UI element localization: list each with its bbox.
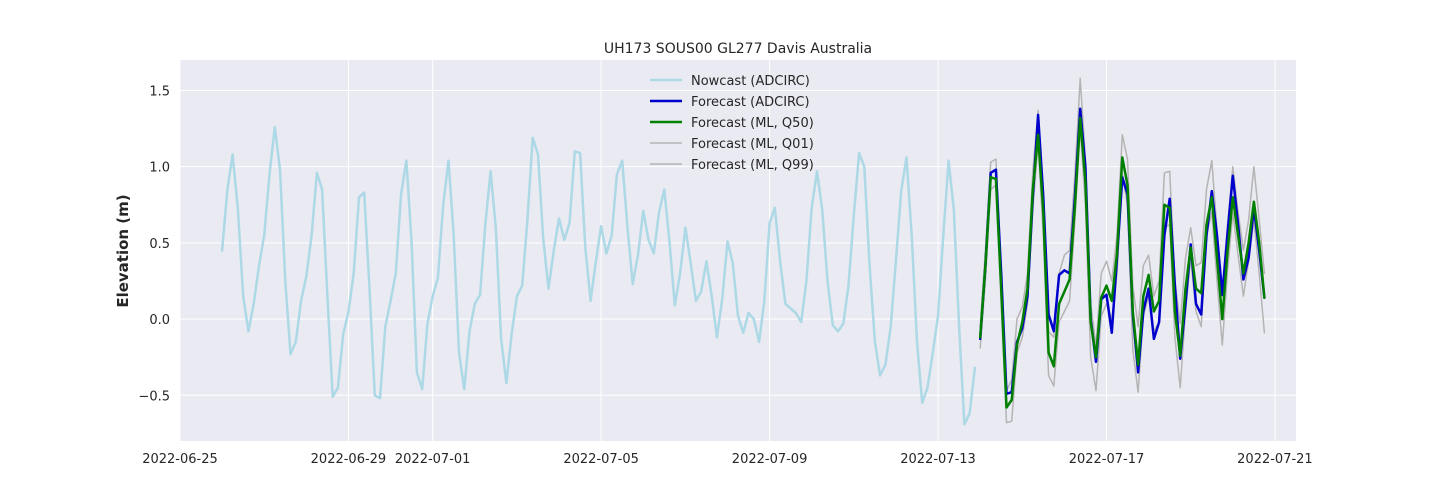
x-tick-label: 2022-07-05 — [563, 452, 639, 467]
x-tick-label: 2022-07-17 — [1069, 452, 1145, 467]
x-tick-labels: 2022-06-25 2022-06-29 2022-07-01 2022-07-05… — [142, 452, 1313, 467]
y-tick-label: −0.5 — [138, 389, 170, 404]
y-axis-label: Elevation (m) — [114, 194, 132, 307]
legend-label-forecast-ml-q01: Forecast (ML, Q01) — [691, 137, 814, 152]
legend: Nowcast (ADCIRC) Forecast (ADCIRC) Forecas… — [650, 74, 814, 173]
plot-area — [180, 60, 1296, 441]
grid-lines — [179, 60, 1296, 441]
legend-label-forecast-ml-q99: Forecast (ML, Q99) — [691, 158, 814, 173]
y-tick-label: 1.0 — [149, 161, 170, 176]
series-line-forecast-ml-q50 — [978, 116, 1266, 409]
series-line-nowcast-adcirc — [220, 125, 977, 426]
y-tick-label: 0.0 — [149, 313, 170, 328]
y-tick-label: 0.5 — [149, 237, 170, 252]
chart-title: UH173 SOUS00 GL277 Davis Australia — [604, 41, 872, 57]
legend-label-nowcast-adcirc: Nowcast (ADCIRC) — [691, 74, 810, 89]
y-tick-label: 1.5 — [149, 84, 170, 99]
legend-label-forecast-ml-q50: Forecast (ML, Q50) — [691, 116, 814, 131]
x-tick-label: 2022-07-13 — [900, 452, 976, 467]
x-tick-label: 2022-07-09 — [732, 452, 808, 467]
series-layer — [220, 77, 1266, 426]
y-tick-labels: −0.5 0.0 0.5 1.0 1.5 — [138, 84, 170, 404]
x-tick-label: 2022-06-25 — [142, 452, 218, 467]
x-tick-label: 2022-07-01 — [395, 452, 471, 467]
legend-label-forecast-adcirc: Forecast (ADCIRC) — [691, 95, 810, 110]
x-tick-label: 2022-07-21 — [1237, 452, 1313, 467]
x-tick-label: 2022-06-29 — [311, 452, 387, 467]
